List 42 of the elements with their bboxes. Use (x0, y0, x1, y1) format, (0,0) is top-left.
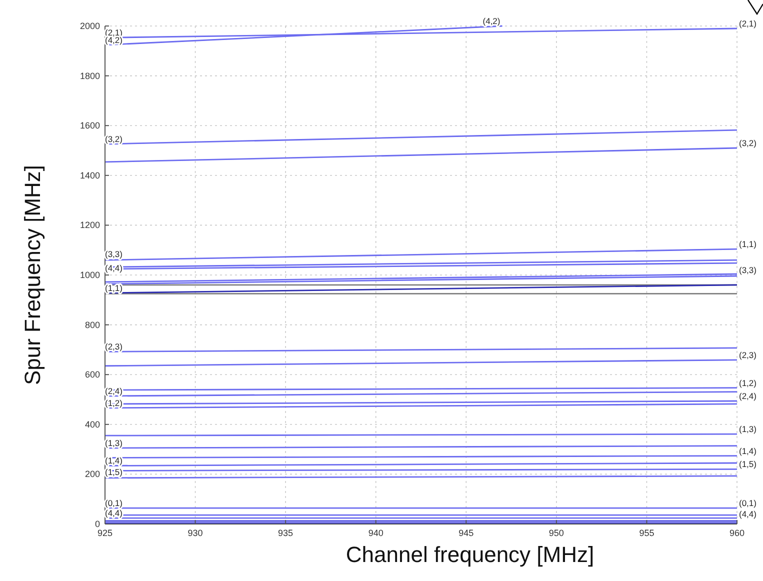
y-axis-title: Spur Frequency [MHz] (20, 164, 45, 386)
annotation: (0,1) (105, 498, 123, 508)
y-tick-label: 800 (84, 320, 100, 330)
y-tick-label: 200 (84, 469, 100, 480)
annotation: (3,3) (105, 249, 123, 260)
x-tick-label: 945 (458, 528, 474, 538)
annotation: (4,2) (482, 16, 500, 26)
annotation: (3,2) (105, 134, 123, 144)
y-tick-label: 1200 (80, 220, 100, 230)
x-tick-label: 960 (729, 528, 745, 538)
y-tick-label: 2000 (80, 21, 100, 31)
y-tick-label: 1000 (80, 270, 100, 280)
x-tick-label: 930 (188, 528, 203, 538)
annotation: (2,3) (105, 342, 123, 352)
annotation: (1,2) (739, 378, 757, 388)
annotation: (1,4) (105, 456, 123, 466)
annotation: (1,1) (739, 239, 757, 250)
annotation: (1,5) (739, 459, 757, 470)
annotation: (1,4) (739, 446, 757, 456)
annotation: (4,4) (105, 263, 123, 274)
annotation: (1,1) (105, 282, 123, 293)
annotation: (2,4) (739, 390, 757, 401)
annotation: (2,1) (739, 18, 757, 28)
x-tick-label: 950 (548, 528, 564, 538)
annotation: (1,3) (739, 424, 757, 434)
x-tick-label: 955 (639, 528, 654, 538)
y-tick-label: 400 (84, 419, 100, 430)
annotation: (0,1) (739, 498, 757, 508)
y-tick-label: 600 (84, 370, 100, 380)
x-axis-title: Channel frequency [MHz] (346, 542, 594, 567)
annotation: (3,2) (739, 138, 757, 148)
annotation: (4,4) (739, 509, 757, 520)
y-tick-label: 1800 (80, 70, 100, 81)
y-tick-label: 0 (94, 519, 100, 529)
x-tick-label: 935 (278, 528, 294, 538)
x-tick-label: 925 (97, 528, 113, 538)
annotation: (1,3) (105, 438, 123, 448)
x-tick-label: 940 (368, 528, 384, 538)
y-tick-label: 1600 (80, 120, 100, 131)
y-tick-label: 1400 (80, 170, 100, 180)
annotation: (2,3) (739, 350, 757, 360)
annotation: (3,3) (739, 265, 757, 275)
